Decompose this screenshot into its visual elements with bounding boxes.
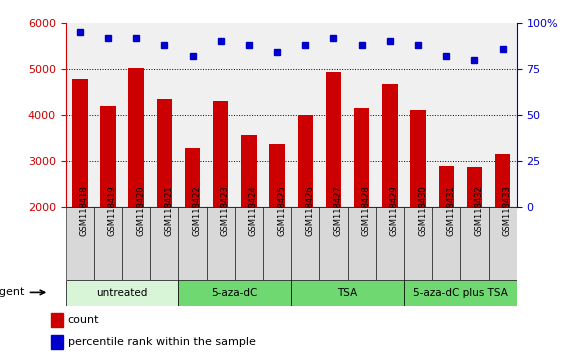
Text: GSM118426: GSM118426 — [305, 185, 314, 236]
Text: TSA: TSA — [337, 288, 357, 298]
Bar — [50, 313, 63, 327]
FancyBboxPatch shape — [178, 207, 207, 280]
FancyBboxPatch shape — [66, 280, 178, 306]
Text: 5-aza-dC: 5-aza-dC — [212, 288, 258, 298]
FancyBboxPatch shape — [489, 207, 517, 280]
Bar — [72, 79, 87, 207]
Bar — [297, 115, 313, 207]
Bar — [128, 68, 144, 207]
Text: GSM118430: GSM118430 — [418, 185, 427, 236]
FancyBboxPatch shape — [319, 207, 348, 280]
FancyBboxPatch shape — [122, 207, 150, 280]
Bar — [382, 84, 397, 207]
Text: GSM118432: GSM118432 — [475, 185, 484, 236]
Bar — [354, 108, 369, 207]
Bar — [100, 106, 116, 207]
Bar — [50, 335, 63, 349]
Text: agent: agent — [0, 287, 25, 297]
Text: GSM118425: GSM118425 — [277, 185, 286, 236]
Text: GSM118420: GSM118420 — [136, 185, 145, 236]
Bar — [156, 99, 172, 207]
Text: GSM118428: GSM118428 — [361, 185, 371, 236]
FancyBboxPatch shape — [432, 207, 460, 280]
FancyBboxPatch shape — [404, 280, 517, 306]
Text: count: count — [67, 315, 99, 325]
FancyBboxPatch shape — [66, 207, 94, 280]
FancyBboxPatch shape — [404, 207, 432, 280]
FancyBboxPatch shape — [348, 207, 376, 280]
Bar — [241, 135, 257, 207]
Bar — [325, 72, 341, 207]
Bar — [495, 154, 510, 207]
FancyBboxPatch shape — [207, 207, 235, 280]
Text: GSM118429: GSM118429 — [390, 185, 399, 236]
Text: percentile rank within the sample: percentile rank within the sample — [67, 337, 255, 347]
FancyBboxPatch shape — [150, 207, 178, 280]
Text: untreated: untreated — [96, 288, 148, 298]
Bar — [185, 148, 200, 207]
FancyBboxPatch shape — [291, 280, 404, 306]
FancyBboxPatch shape — [460, 207, 489, 280]
FancyBboxPatch shape — [94, 207, 122, 280]
Bar — [213, 101, 228, 207]
Text: GSM118423: GSM118423 — [221, 185, 230, 236]
FancyBboxPatch shape — [235, 207, 263, 280]
Text: GSM118427: GSM118427 — [333, 185, 343, 236]
Text: GSM118433: GSM118433 — [502, 185, 512, 236]
Text: GSM118418: GSM118418 — [80, 185, 89, 236]
FancyBboxPatch shape — [178, 280, 291, 306]
Bar — [270, 144, 285, 207]
Bar — [411, 110, 426, 207]
FancyBboxPatch shape — [263, 207, 291, 280]
Text: GSM118421: GSM118421 — [164, 185, 174, 236]
Text: GSM118424: GSM118424 — [249, 185, 258, 236]
Text: 5-aza-dC plus TSA: 5-aza-dC plus TSA — [413, 288, 508, 298]
Bar — [467, 167, 482, 207]
Bar — [439, 166, 454, 207]
Text: GSM118422: GSM118422 — [192, 185, 202, 236]
FancyBboxPatch shape — [291, 207, 319, 280]
FancyBboxPatch shape — [376, 207, 404, 280]
Text: GSM118419: GSM118419 — [108, 185, 117, 236]
Text: GSM118431: GSM118431 — [447, 185, 455, 236]
